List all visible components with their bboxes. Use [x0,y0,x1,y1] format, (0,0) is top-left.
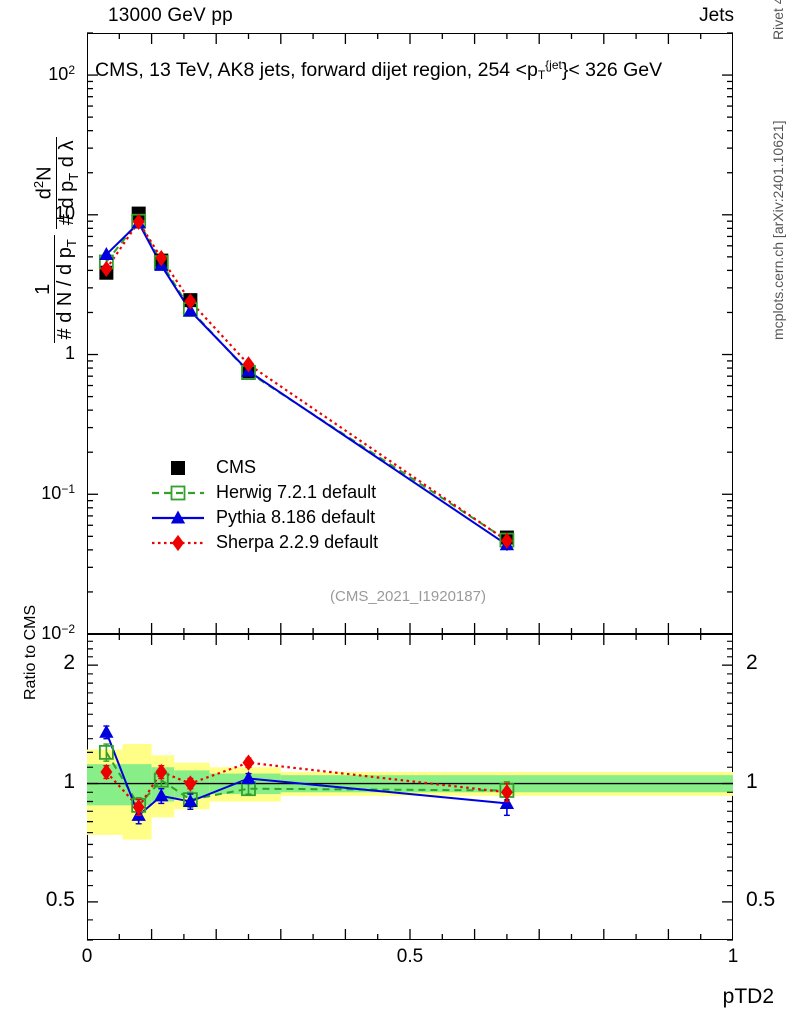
ratio-y-tick-labels: 2 1 0.5 [0,0,83,1024]
header-beam-label: 13000 GeV pp [108,5,233,26]
x-axis-title: pTD2 [722,985,774,1008]
main-y-tick-label: 10−1 [41,482,75,504]
legend-label: Pythia 8.186 default [216,507,376,527]
plot-legend: CMS Herwig 7.2.1 default Pythia 8.186 defa… [150,455,378,555]
legend-item-pythia[interactable]: Pythia 8.186 default [150,505,378,530]
main-y-tick-label: 1 [64,342,75,363]
header-category-label: Jets [699,5,734,26]
x-tick-label: 0 [81,946,93,967]
plot-title-prefix: CMS, 13 TeV, AK8 jets, forward dijet reg… [95,59,538,81]
plot-title-suffix: }< 326 GeV [561,59,663,81]
legend-symbol-diamond-filled [150,533,206,553]
x-tick-label: 0.5 [396,946,424,967]
ratio-y-tick-label: 0.5 [746,887,776,911]
legend-symbol-square-open [150,483,206,503]
legend-symbol-triangle-filled [150,508,206,528]
plot-title-sub: T [537,68,546,82]
plot-title: CMS, 13 TeV, AK8 jets, forward dijet reg… [95,58,662,82]
legend-item-sherpa[interactable]: Sherpa 2.2.9 default [150,530,378,555]
legend-item-cms[interactable]: CMS [150,455,378,480]
ratio-y-tick-labels-right: 2 1 0.5 [738,0,784,1024]
plot-title-sup: {jet [545,58,562,72]
legend-label: CMS [216,457,256,477]
main-y-tick-label: 10−2 [41,622,75,643]
ratio-y-tick-label: 2 [63,651,75,675]
x-tick-label: 1 [727,946,739,967]
legend-label: Sherpa 2.2.9 default [216,532,379,552]
ratio-y-tick-label: 1 [746,769,758,793]
legend-symbol-square-filled [150,458,206,478]
analysis-id-watermark: (CMS_2021_I1920187) [330,588,486,605]
ratio-y-tick-label: 0.5 [45,887,75,911]
legend-item-herwig[interactable]: Herwig 7.2.1 default [150,480,378,505]
main-y-tick-label: 10 [54,202,75,223]
ratio-y-tick-label: 1 [63,769,75,793]
main-y-tick-label: 102 [48,63,75,85]
legend-label: Herwig 7.2.1 default [216,482,377,502]
ratio-y-tick-label: 2 [746,651,758,675]
main-y-tick-labels: 102 10 1 10−1 10−2 [0,0,83,1024]
